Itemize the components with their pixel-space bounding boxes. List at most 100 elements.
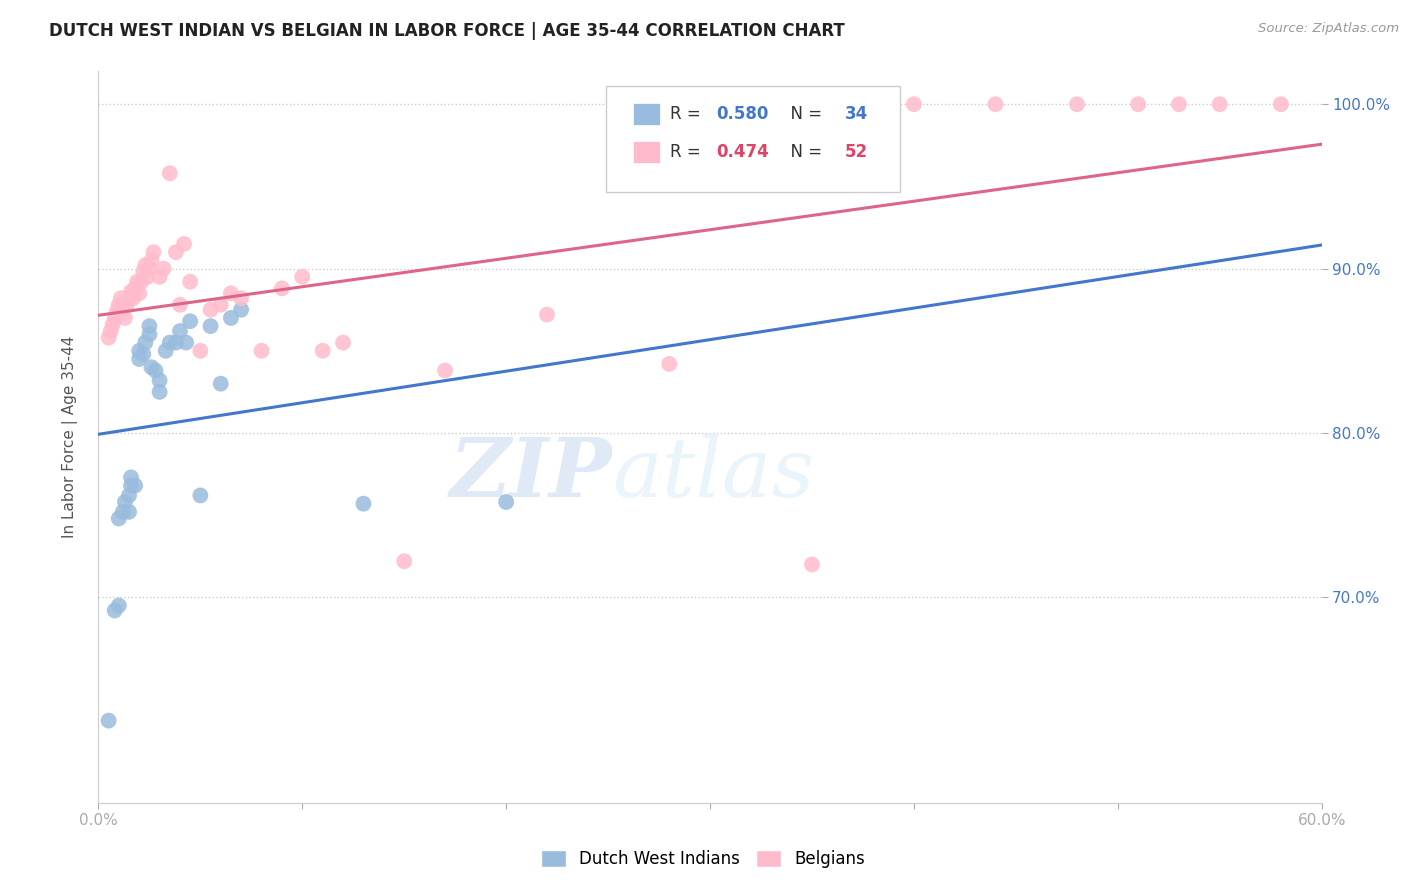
Point: [219, 310, 242, 325]
Point: [110, 291, 132, 305]
Point: [104, 603, 127, 617]
Text: N =: N =: [780, 104, 827, 123]
Text: atlas: atlas: [612, 434, 814, 514]
Point: [1209, 97, 1232, 112]
Point: [291, 269, 314, 284]
Point: [118, 505, 141, 519]
Point: [128, 351, 150, 366]
Text: R =: R =: [669, 143, 706, 161]
Point: [120, 478, 142, 492]
Point: [114, 495, 136, 509]
Point: [115, 298, 138, 312]
Point: [1066, 97, 1088, 112]
Point: [159, 166, 181, 180]
Point: [149, 373, 172, 387]
Point: [141, 360, 163, 375]
Point: [132, 265, 155, 279]
Point: [108, 511, 131, 525]
Point: [1270, 97, 1292, 112]
Point: [104, 310, 127, 325]
Point: [658, 357, 681, 371]
Point: [169, 324, 191, 338]
Point: [434, 363, 457, 377]
Point: [903, 97, 925, 112]
Point: [145, 363, 167, 377]
Point: [120, 285, 142, 299]
Point: [122, 291, 145, 305]
Point: [174, 335, 197, 350]
FancyBboxPatch shape: [633, 141, 659, 162]
Point: [188, 343, 212, 358]
Text: N =: N =: [780, 143, 827, 161]
Point: [136, 269, 159, 284]
Point: [128, 343, 150, 358]
Legend: Dutch West Indians, Belgians: Dutch West Indians, Belgians: [534, 843, 872, 875]
Point: [250, 343, 273, 358]
Point: [124, 281, 146, 295]
Point: [111, 302, 134, 317]
Point: [120, 470, 142, 484]
Point: [209, 298, 232, 312]
Point: [142, 245, 165, 260]
Text: ZIP: ZIP: [450, 434, 612, 514]
Point: [114, 310, 136, 325]
Point: [152, 261, 174, 276]
Y-axis label: In Labor Force | Age 35-44: In Labor Force | Age 35-44: [62, 336, 77, 538]
Point: [138, 319, 160, 334]
Point: [165, 245, 187, 260]
Point: [352, 497, 374, 511]
Point: [97, 714, 120, 728]
Point: [159, 335, 181, 350]
Point: [231, 291, 253, 305]
Text: 0.474: 0.474: [716, 143, 769, 161]
Point: [312, 343, 335, 358]
Point: [132, 347, 155, 361]
FancyBboxPatch shape: [606, 86, 900, 192]
Point: [155, 343, 177, 358]
Point: [97, 331, 120, 345]
Point: [332, 335, 354, 350]
Point: [984, 97, 1007, 112]
Point: [141, 253, 163, 268]
Text: 0.580: 0.580: [716, 104, 769, 123]
Point: [108, 298, 131, 312]
Point: [209, 376, 232, 391]
Point: [1128, 97, 1150, 112]
Point: [118, 488, 141, 502]
Point: [1167, 97, 1189, 112]
Point: [270, 281, 294, 295]
Point: [219, 286, 242, 301]
Point: [165, 335, 187, 350]
Point: [128, 286, 150, 301]
Point: [105, 304, 128, 318]
Point: [536, 308, 558, 322]
Point: [169, 298, 191, 312]
Point: [801, 558, 824, 572]
Point: [108, 599, 131, 613]
Point: [111, 505, 134, 519]
Point: [179, 275, 201, 289]
Point: [149, 384, 172, 399]
Point: [134, 258, 156, 272]
Point: [101, 318, 124, 332]
Point: [231, 302, 253, 317]
Text: Source: ZipAtlas.com: Source: ZipAtlas.com: [1258, 22, 1399, 36]
Point: [392, 554, 416, 568]
Text: R =: R =: [669, 104, 706, 123]
Point: [149, 269, 172, 284]
Point: [127, 275, 149, 289]
Point: [100, 324, 122, 338]
Point: [495, 495, 517, 509]
Point: [118, 291, 141, 305]
Point: [124, 478, 146, 492]
Point: [173, 236, 195, 251]
Text: 34: 34: [845, 104, 868, 123]
Point: [179, 314, 201, 328]
FancyBboxPatch shape: [633, 103, 659, 125]
Point: [138, 261, 160, 276]
Point: [138, 327, 160, 342]
Point: [200, 319, 222, 334]
Text: 52: 52: [845, 143, 868, 161]
Point: [134, 335, 156, 350]
Point: [129, 275, 152, 289]
